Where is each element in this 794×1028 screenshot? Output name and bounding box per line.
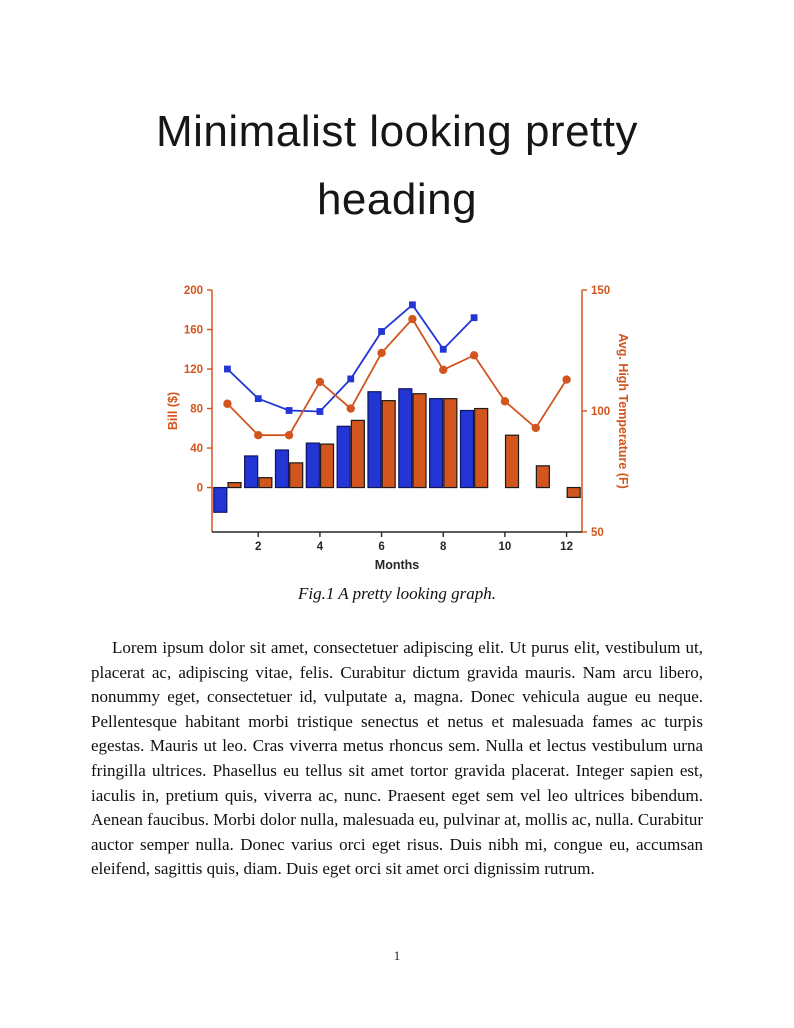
svg-text:100: 100 [591,406,610,418]
svg-text:0: 0 [197,483,203,495]
body-paragraph: Lorem ipsum dolor sit amet, consectetuer… [91,638,703,879]
chart-svg: 0 40 80 120 160 200 50 100 150 2 4 6 8 10 12 Months Bill… [166,285,630,572]
svg-text:80: 80 [190,404,203,416]
svg-text:200: 200 [184,285,203,297]
figure: 0 40 80 120 160 200 50 100 150 2 4 6 8 10 12 Months Bill… [0,276,794,604]
svg-text:2: 2 [255,541,261,553]
svg-text:Avg. High Temperature (F): Avg. High Temperature (F) [616,333,630,489]
svg-text:150: 150 [591,285,610,297]
page-number: 1 [393,948,401,963]
svg-text:Months: Months [375,558,419,572]
svg-text:160: 160 [184,325,203,337]
svg-text:12: 12 [560,541,573,553]
svg-text:Bill ($): Bill ($) [166,392,180,430]
title-line-1: Minimalist looking pretty [156,107,638,156]
svg-text:40: 40 [190,443,203,455]
svg-text:4: 4 [317,541,324,553]
figure-caption: Fig.1 A pretty looking graph. [297,584,496,603]
svg-text:120: 120 [184,364,203,376]
svg-text:8: 8 [440,541,447,553]
title-line-2: heading [316,175,478,224]
svg-text:10: 10 [499,541,512,553]
svg-text:50: 50 [591,527,604,539]
svg-text:6: 6 [378,541,384,553]
document-title: Minimalist looking pretty heading [0,98,794,234]
